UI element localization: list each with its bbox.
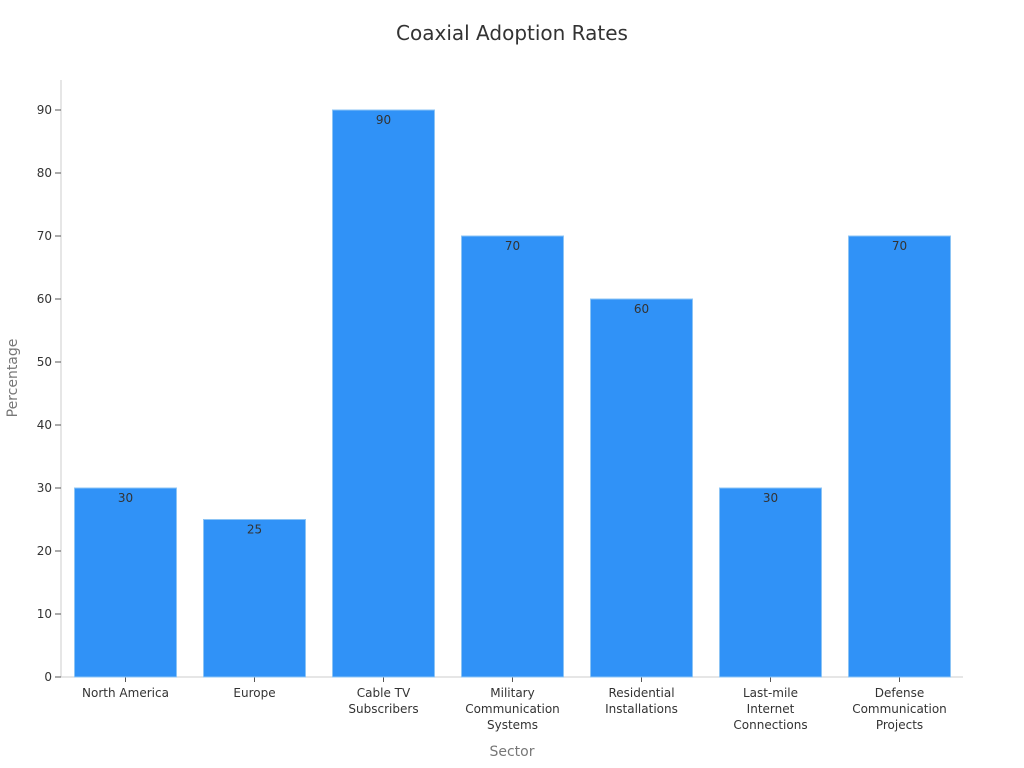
y-tick-label: 20: [37, 544, 52, 558]
x-tick-label: Systems: [487, 718, 538, 732]
x-tick-label: North America: [82, 686, 169, 700]
bar: [74, 487, 177, 678]
bar-value-label: 60: [634, 302, 649, 316]
x-tick-label: Residential: [608, 686, 674, 700]
x-axis: North America Europe Cable TV Subscribers Mi…: [61, 676, 963, 732]
y-tick-label: 40: [37, 418, 52, 432]
bar: [590, 298, 693, 678]
bar-value-label: 70: [505, 239, 520, 253]
x-tick-label: Military: [490, 686, 534, 700]
y-tick-label: 30: [37, 481, 52, 495]
y-tick-label: 60: [37, 292, 52, 306]
x-tick-label: Defense: [875, 686, 924, 700]
chart-title: Coaxial Adoption Rates: [396, 21, 628, 45]
bar-value-label: 30: [118, 491, 133, 505]
bar: [332, 109, 435, 678]
y-tick-label: 80: [37, 166, 52, 180]
y-tick-label: 10: [37, 607, 52, 621]
x-tick-label: Communication: [465, 702, 560, 716]
bar: [203, 519, 306, 678]
x-axis-title: Sector: [489, 744, 534, 760]
x-tick-label: Internet: [747, 702, 795, 716]
bar: [848, 235, 951, 678]
x-tick-label: Projects: [876, 718, 923, 732]
bar-value-label: 90: [376, 113, 391, 127]
x-tick-label: Communication: [852, 702, 947, 716]
bar-value-label: 70: [892, 239, 907, 253]
x-tick-label: Last-mile: [743, 686, 798, 700]
y-tick-label: 90: [37, 103, 52, 117]
y-axis: 0 10 20 30 40 50 60 70 80 90: [37, 80, 62, 684]
y-tick-label: 50: [37, 355, 52, 369]
x-tick-label: Cable TV: [357, 686, 411, 700]
y-axis-title: Percentage: [5, 339, 21, 418]
bar-value-label: 25: [247, 523, 262, 537]
x-tick-label: Installations: [605, 702, 678, 716]
bar: [719, 487, 822, 678]
x-tick-label: Subscribers: [348, 702, 418, 716]
x-tick-label: Connections: [733, 718, 807, 732]
bar-value-label: 30: [763, 491, 778, 505]
bars: 30 25 90 70 60 30 70: [74, 109, 951, 678]
bar: [461, 235, 564, 678]
x-tick-label: Europe: [233, 686, 275, 700]
y-tick-label: 70: [37, 229, 52, 243]
y-tick-label: 0: [44, 670, 52, 684]
